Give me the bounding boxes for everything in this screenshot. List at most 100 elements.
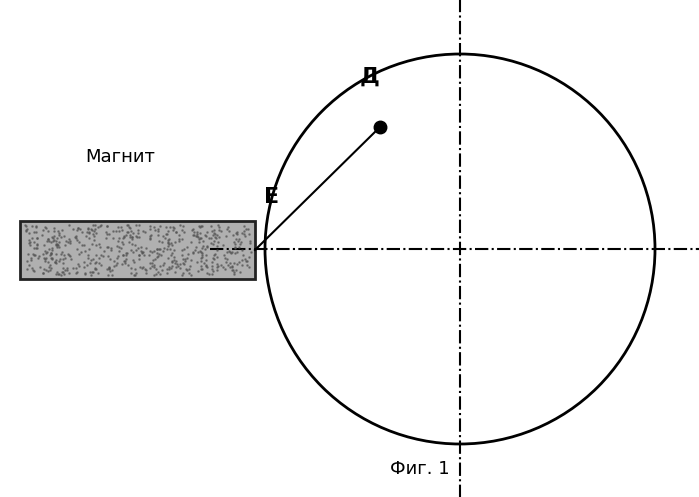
Point	[177, 246, 188, 253]
Point	[238, 251, 249, 259]
Point	[29, 228, 40, 236]
Point	[224, 263, 236, 271]
Point	[174, 264, 185, 272]
Point	[171, 228, 182, 236]
Point	[87, 240, 98, 248]
Point	[51, 237, 62, 245]
Point	[117, 234, 129, 242]
Point	[79, 263, 90, 271]
Point	[227, 248, 238, 256]
Point	[196, 251, 208, 259]
Text: Фиг. 1: Фиг. 1	[390, 460, 450, 478]
Point	[164, 223, 175, 231]
Point	[76, 242, 87, 249]
Point	[64, 239, 75, 247]
Point	[73, 224, 84, 232]
Point	[72, 260, 83, 268]
Point	[25, 256, 36, 264]
Point	[24, 241, 35, 249]
Point	[221, 233, 232, 241]
Point	[20, 228, 31, 236]
Point	[49, 224, 60, 232]
Point	[105, 267, 116, 275]
Point	[134, 251, 145, 259]
Text: Е: Е	[264, 187, 280, 207]
Point	[38, 269, 49, 277]
Point	[188, 228, 199, 236]
Point	[64, 252, 75, 260]
Point	[128, 258, 139, 266]
Point	[104, 263, 115, 271]
Point	[45, 266, 56, 274]
Point	[212, 238, 224, 246]
Point	[82, 251, 94, 259]
Point	[200, 251, 211, 259]
Point	[103, 263, 115, 271]
Point	[64, 221, 75, 229]
Point	[195, 248, 206, 255]
Point	[45, 249, 57, 257]
Point	[222, 255, 233, 263]
Point	[192, 232, 203, 240]
Point	[57, 248, 68, 256]
Point	[43, 258, 54, 266]
Point	[40, 223, 51, 231]
Point	[70, 232, 81, 240]
Point	[93, 223, 104, 231]
Point	[139, 229, 150, 237]
Point	[166, 264, 177, 272]
Point	[176, 251, 187, 259]
Point	[178, 255, 189, 263]
Point	[161, 265, 173, 273]
Point	[51, 243, 62, 250]
Point	[89, 264, 101, 272]
Point	[132, 244, 143, 252]
Point	[119, 256, 130, 264]
Point	[195, 222, 206, 230]
Point	[192, 267, 203, 275]
Point	[103, 252, 114, 260]
Point	[138, 248, 149, 256]
Point	[73, 239, 85, 247]
Point	[211, 263, 222, 271]
Point	[93, 259, 104, 267]
Point	[164, 265, 175, 273]
Point	[120, 255, 131, 263]
Point	[144, 222, 155, 230]
Point	[212, 246, 223, 254]
Point	[133, 229, 144, 237]
Point	[51, 241, 62, 248]
Point	[48, 227, 59, 235]
Point	[218, 251, 229, 259]
Point	[131, 234, 143, 242]
Point	[152, 252, 164, 260]
Point	[166, 249, 177, 257]
Point	[152, 231, 163, 239]
Point	[82, 228, 93, 236]
Point	[140, 269, 151, 277]
Point	[106, 271, 117, 279]
Point	[201, 242, 212, 250]
Point	[222, 260, 233, 268]
Point	[201, 228, 212, 236]
Bar	[20, 221, 255, 279]
Point	[197, 265, 208, 273]
Point	[50, 269, 62, 277]
Point	[172, 262, 183, 270]
Point	[115, 244, 127, 252]
Point	[125, 268, 136, 276]
Point	[207, 261, 218, 269]
Point	[31, 222, 42, 230]
Point	[171, 228, 182, 236]
Point	[210, 234, 222, 242]
Point	[31, 234, 43, 242]
Point	[231, 229, 242, 237]
Point	[221, 248, 232, 256]
Point	[45, 249, 57, 257]
Point	[212, 221, 223, 229]
Point	[122, 221, 133, 229]
Point	[230, 235, 241, 243]
Point	[53, 257, 64, 265]
Point	[91, 251, 102, 259]
Point	[59, 241, 71, 249]
